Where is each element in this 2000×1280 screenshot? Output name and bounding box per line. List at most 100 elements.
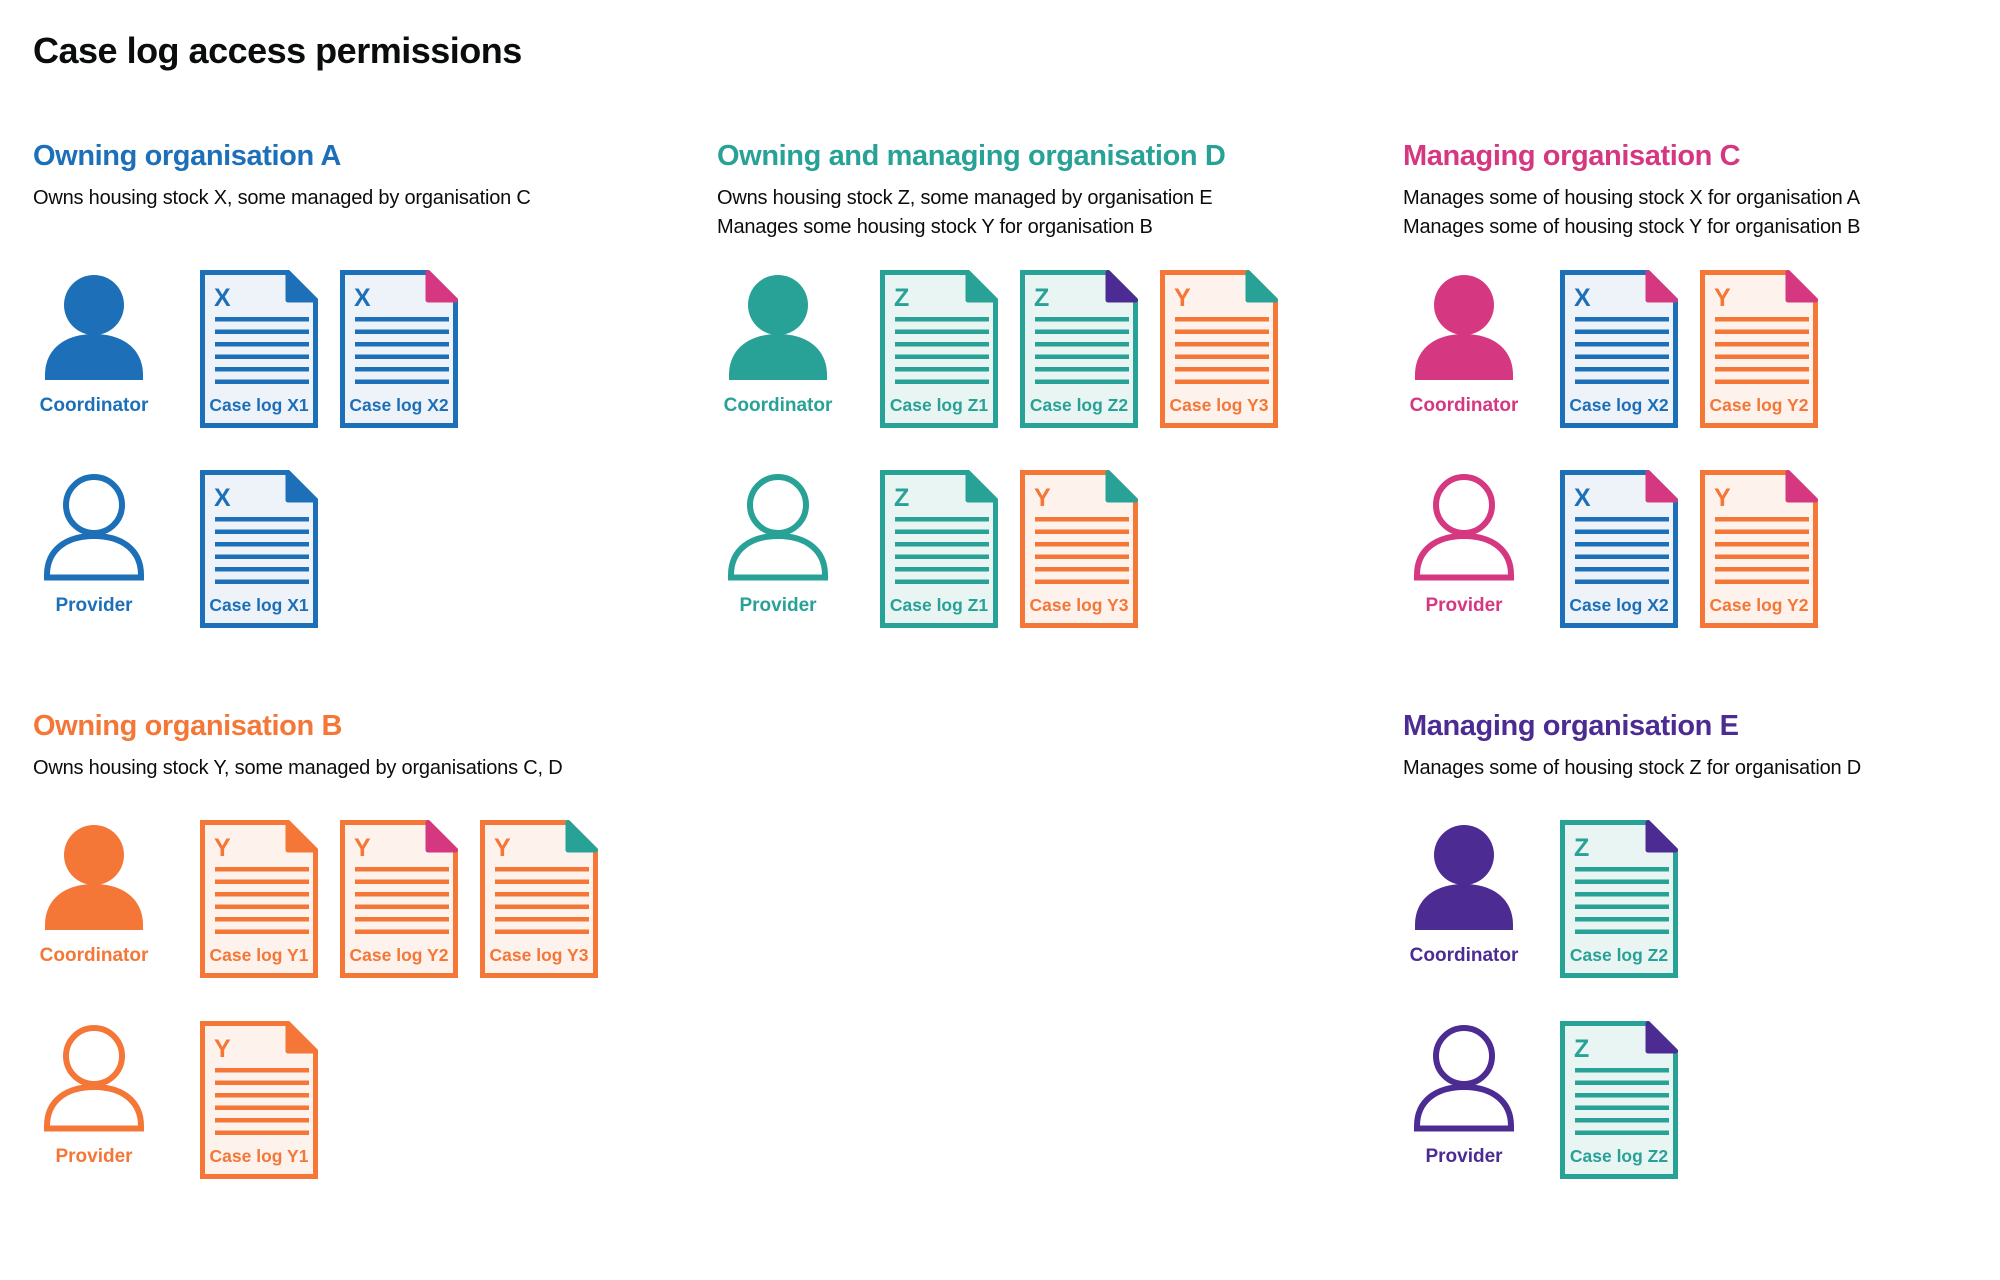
document-text-line [895,354,989,359]
section-title: Managing organisation C [1403,140,1741,172]
document-page [1560,1021,1678,1179]
document-text-line [1715,517,1809,522]
document-text-line [215,517,309,522]
provider-person-icon [728,473,828,581]
coordinator-person-icon [44,273,144,381]
coordinator-person-icon [1414,823,1514,931]
document-text-line [1715,379,1809,384]
section-org-c: Managing organisation C Manages some of … [1403,140,1983,700]
document-text-line [1035,529,1129,534]
document-text-line [1575,892,1669,897]
case-log-document-icon: Z Case log Z2 [1560,820,1678,978]
section-description: Manages some of housing stock Z for orga… [1403,754,1861,783]
document-text-line [1715,529,1809,534]
document-text-line [1715,342,1809,347]
document-lines [215,317,309,384]
person-body [1414,1083,1514,1132]
case-log-document: Z Case log Z2 [1560,1021,1678,1179]
document-text-line [1575,917,1669,922]
document-page [1160,270,1278,428]
document-stock-letter: Y [1714,484,1731,512]
section-description: Owns housing stock Z, some managed by or… [717,184,1213,242]
document-fold-icon [1645,270,1678,303]
case-log-document-icon: X Case log X2 [1560,470,1678,628]
person-shape [45,825,143,930]
document-stock-letter: Y [354,834,371,862]
document-text-line [215,1080,309,1085]
document-text-line [355,342,449,347]
document-page [1560,820,1678,978]
document-stock-letter: X [214,484,231,512]
case-log-document-icon: X Case log X2 [1560,270,1678,428]
document-text-line [215,1105,309,1110]
document-text-line [215,1068,309,1073]
section-description-line: Manages some of housing stock Z for orga… [1403,757,1862,779]
document-fold-icon [425,270,458,303]
document-text-line [895,379,989,384]
case-log-document-icon: Y Case log Y2 [340,820,458,978]
person-body [1414,532,1514,581]
document-lines [1575,317,1669,384]
role-label: Coordinator [1409,945,1519,966]
document-page [880,270,998,428]
document-text-line [355,354,449,359]
section-description-line: Manages some of housing stock Y for orga… [1403,216,1861,238]
document-stock-letter: Y [214,1035,231,1063]
document-lines [1035,317,1129,384]
document-text-line [215,329,309,334]
document-lines [1575,867,1669,934]
document-page [1020,470,1138,628]
document-text-line [1035,354,1129,359]
document-lines [895,317,989,384]
case-log-document: Y Case log Y1 [200,1021,318,1179]
document-fold-icon [285,470,318,503]
case-log-document: Z Case log Z1 [880,470,998,628]
document-text-line [1575,367,1669,372]
document-label: Case log X2 [349,395,448,415]
person-shape [1415,275,1513,380]
document-stock-letter: Z [1574,834,1589,862]
document-text-line [1575,542,1669,547]
document-text-line [1175,317,1269,322]
document-text-line [355,892,449,897]
person-body [728,532,828,581]
document-stock-letter: Z [1574,1035,1589,1063]
document-label: Case log Y2 [350,945,449,965]
document-stock-letter: Y [214,834,231,862]
case-log-document: Y Case log Y3 [480,820,598,978]
case-log-document-icon: Z Case log Z2 [1020,270,1138,428]
case-log-document: X Case log X1 [200,270,318,428]
document-text-line [215,554,309,559]
document-text-line [1175,342,1269,347]
document-lines [355,867,449,934]
document-fold-icon [425,820,458,853]
person-shape [1414,1025,1514,1132]
person-head [63,1025,125,1087]
document-text-line [1175,329,1269,334]
document-stock-letter: Y [1714,284,1731,312]
document-page [200,470,318,628]
document-text-line [1035,542,1129,547]
document-text-line [355,904,449,909]
document-text-line [1175,354,1269,359]
document-fold-icon [965,270,998,303]
person-head [1434,825,1494,885]
coordinator-person-icon [728,273,828,381]
document-lines [215,517,309,584]
document-text-line [895,542,989,547]
role-label: Coordinator [1409,395,1519,416]
document-label: Case log Z2 [1030,395,1128,415]
document-fold-icon [965,470,998,503]
document-label: Case log Z1 [890,395,988,415]
case-log-document-icon: Y Case log Y1 [200,820,318,978]
person-head [748,275,808,335]
person-body [45,334,143,380]
document-text-line [1175,379,1269,384]
document-text-line [355,367,449,372]
case-log-document-icon: Y Case log Y3 [1160,270,1278,428]
document-text-line [895,367,989,372]
document-text-line [1715,317,1809,322]
document-text-line [215,542,309,547]
document-text-line [1575,354,1669,359]
document-text-line [215,567,309,572]
